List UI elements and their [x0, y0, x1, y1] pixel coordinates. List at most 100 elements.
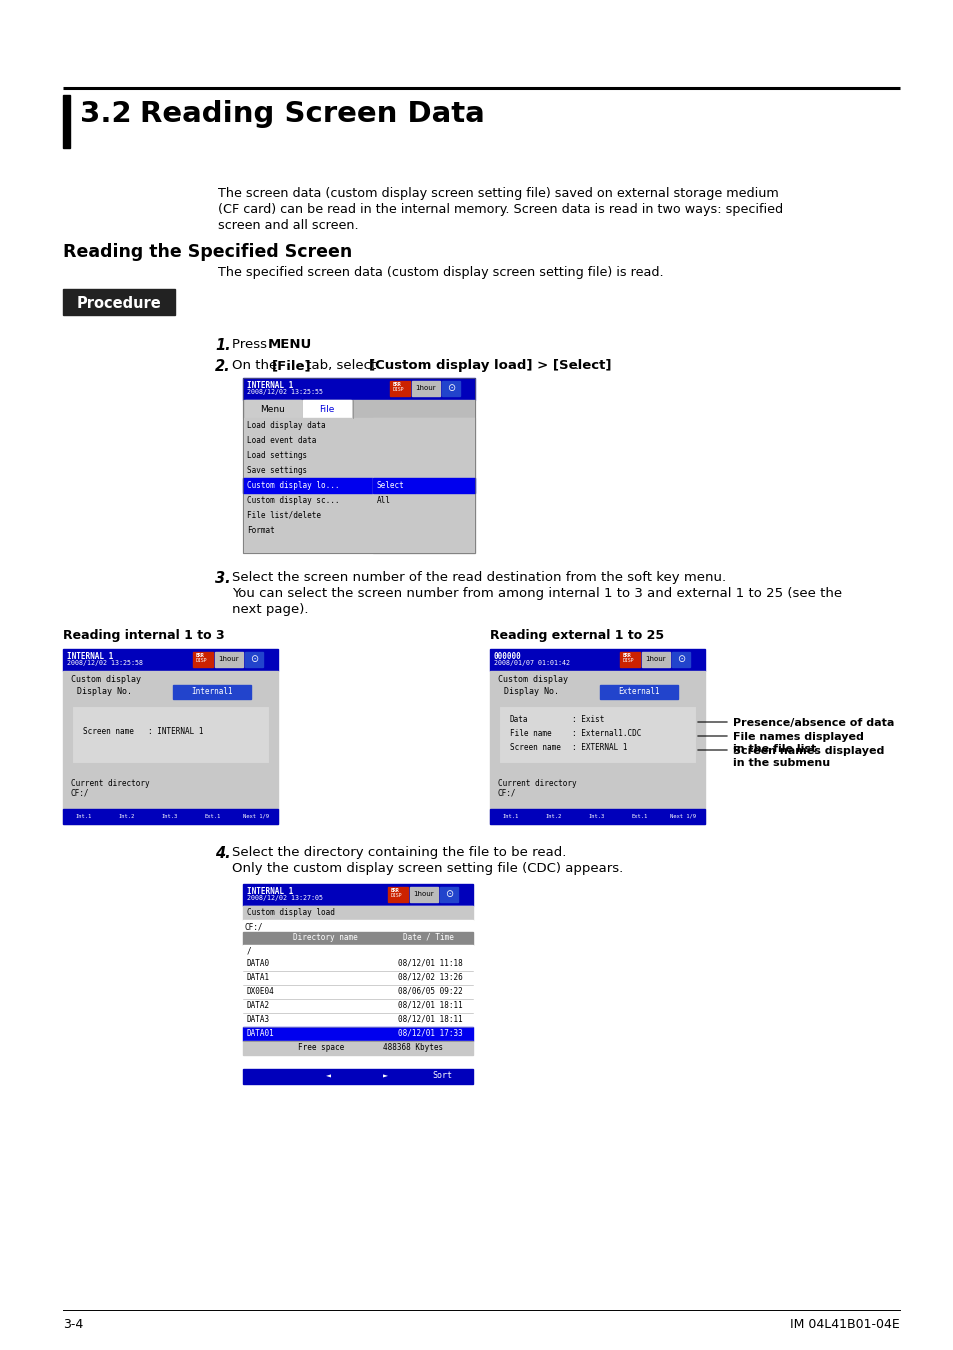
Text: Int.1: Int.1	[502, 814, 518, 818]
Text: Int.2: Int.2	[119, 814, 135, 818]
Bar	[243, 378, 475, 554]
Text: DATA1: DATA1	[247, 973, 270, 981]
Text: 3.2: 3.2	[80, 100, 132, 128]
Bar	[243, 906, 473, 1084]
Bar	[410, 887, 437, 902]
Bar	[490, 649, 704, 671]
Text: Ext.1: Ext.1	[205, 814, 221, 818]
Text: DATA01: DATA01	[247, 1029, 274, 1038]
Text: : EXTERNAL 1: : EXTERNAL 1	[572, 743, 627, 752]
Text: 1hour: 1hour	[218, 656, 239, 662]
Bar	[243, 378, 475, 400]
Text: Date / Time: Date / Time	[402, 933, 454, 942]
Text: DISP: DISP	[195, 657, 208, 663]
Bar	[441, 381, 459, 396]
Text: ⊙: ⊙	[250, 653, 258, 664]
Text: 1hour: 1hour	[414, 891, 434, 896]
Text: IM 04L41B01-04E: IM 04L41B01-04E	[789, 1318, 899, 1331]
Bar	[243, 971, 473, 986]
Text: 2008/01/07 01:01:42: 2008/01/07 01:01:42	[494, 660, 569, 666]
Text: Screen name: Screen name	[510, 743, 560, 752]
Bar	[63, 649, 277, 671]
Bar	[243, 931, 473, 945]
Text: ⊙: ⊙	[446, 383, 455, 393]
Text: DISP: DISP	[622, 657, 634, 663]
Text: Internal1: Internal1	[191, 687, 233, 697]
Text: Select: Select	[376, 481, 404, 490]
Bar	[599, 684, 678, 699]
Text: 1hour: 1hour	[416, 385, 436, 391]
Text: 2008/12/02 13:25:55: 2008/12/02 13:25:55	[247, 389, 323, 396]
Bar	[243, 884, 473, 906]
Bar	[619, 652, 639, 667]
Text: DATA3: DATA3	[247, 1015, 270, 1025]
Text: MENU: MENU	[268, 338, 312, 351]
Text: CF:/: CF:/	[497, 788, 516, 798]
Text: Current directory: Current directory	[71, 779, 150, 788]
Bar	[243, 919, 473, 931]
Text: All: All	[376, 495, 391, 505]
Bar	[490, 671, 704, 824]
Text: Load event data: Load event data	[247, 436, 316, 446]
Text: 2008/12/02 13:27:05: 2008/12/02 13:27:05	[247, 895, 323, 900]
Text: : External1.CDC: : External1.CDC	[572, 729, 640, 738]
Text: .: .	[306, 338, 310, 351]
Bar	[373, 478, 475, 493]
Text: 2.: 2.	[214, 359, 231, 374]
Text: Reading the Specified Screen: Reading the Specified Screen	[63, 243, 352, 261]
Bar	[499, 707, 695, 761]
Bar	[63, 289, 174, 315]
Text: Format: Format	[247, 526, 274, 535]
Bar	[63, 809, 277, 824]
Text: Select the screen number of the read destination from the soft key menu.: Select the screen number of the read des…	[232, 571, 725, 585]
Text: Int.3: Int.3	[588, 814, 604, 818]
Bar	[243, 906, 473, 919]
Text: File names displayed: File names displayed	[732, 732, 863, 742]
Text: Next 1/9: Next 1/9	[243, 814, 269, 818]
Text: Press: Press	[232, 338, 271, 351]
Text: Int.2: Int.2	[545, 814, 561, 818]
Bar	[243, 1041, 473, 1054]
Text: File: File	[319, 405, 335, 413]
Text: DISP: DISP	[393, 387, 404, 392]
Text: Ext.1: Ext.1	[631, 814, 647, 818]
Text: ►: ►	[382, 1072, 387, 1080]
Bar	[243, 478, 373, 493]
Text: ERR: ERR	[391, 888, 399, 892]
Text: Int.1: Int.1	[76, 814, 92, 818]
Bar	[243, 1069, 473, 1084]
Bar	[390, 381, 410, 396]
Text: INTERNAL 1: INTERNAL 1	[247, 381, 293, 390]
Text: Custom display lo...: Custom display lo...	[247, 481, 339, 490]
Bar	[245, 652, 263, 667]
Text: Directory name: Directory name	[293, 933, 357, 942]
Bar	[243, 1027, 473, 1041]
Text: 000000: 000000	[494, 652, 521, 662]
Text: ERR: ERR	[393, 382, 401, 387]
Text: Only the custom display screen setting file (CDC) appears.: Only the custom display screen setting f…	[232, 863, 622, 875]
Text: 08/06/05 09:22: 08/06/05 09:22	[397, 987, 462, 996]
Bar	[439, 887, 457, 902]
Text: Select the directory containing the file to be read.: Select the directory containing the file…	[232, 846, 566, 859]
Text: ⊙: ⊙	[444, 890, 453, 899]
Text: Reading external 1 to 25: Reading external 1 to 25	[490, 629, 663, 643]
Text: .: .	[575, 359, 578, 373]
Text: 08/12/01 18:11: 08/12/01 18:11	[397, 1015, 462, 1025]
Text: 1.: 1.	[214, 338, 231, 352]
Text: ◄: ◄	[325, 1072, 330, 1080]
Text: ⊙: ⊙	[677, 653, 684, 664]
Text: Screen names displayed: Screen names displayed	[732, 747, 883, 756]
Text: Presence/absence of data: Presence/absence of data	[732, 718, 893, 728]
Text: : INTERNAL 1: : INTERNAL 1	[148, 728, 203, 736]
Text: in the file list: in the file list	[732, 744, 816, 755]
Bar	[243, 986, 473, 999]
Bar	[245, 400, 301, 418]
Text: DATA0: DATA0	[247, 958, 270, 968]
Bar	[388, 887, 408, 902]
Text: 08/12/02 13:26: 08/12/02 13:26	[397, 973, 462, 981]
Bar	[412, 381, 439, 396]
Text: Next 1/9: Next 1/9	[669, 814, 696, 818]
Text: 08/12/01 17:33: 08/12/01 17:33	[397, 1029, 462, 1038]
Bar	[490, 809, 704, 824]
Bar	[303, 400, 351, 418]
